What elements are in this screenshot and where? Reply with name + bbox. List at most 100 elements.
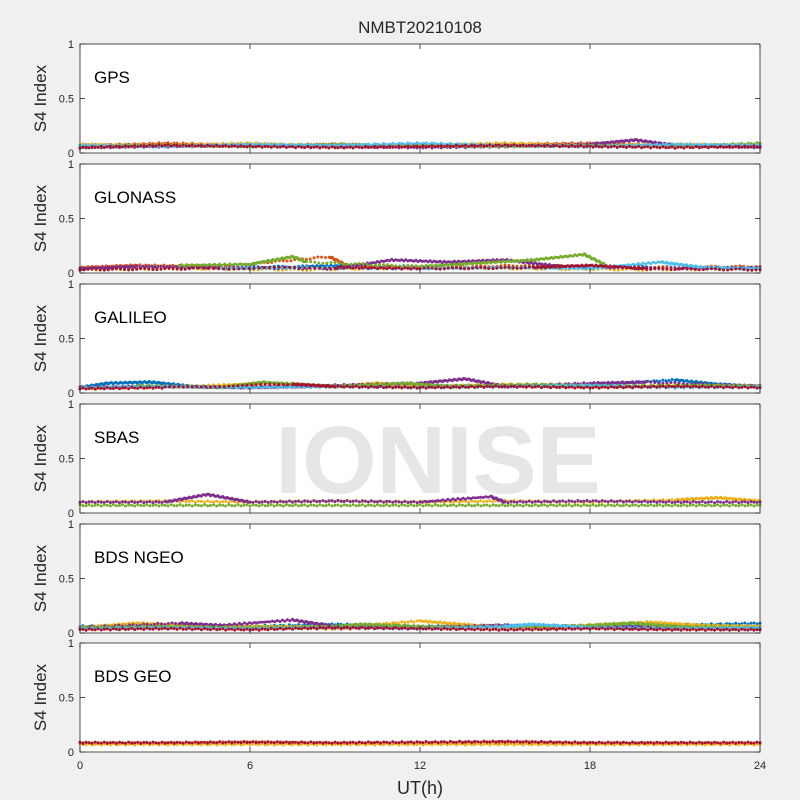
data-point [749,385,753,389]
data-point [471,266,475,270]
data-point [467,385,471,389]
data-point [357,385,361,389]
y-tick-label: 0.5 [59,94,74,106]
data-point [518,141,522,145]
data-point [737,144,741,148]
data-point [713,145,716,149]
data-point [600,385,604,389]
data-point [218,385,222,389]
data-point [403,266,407,270]
data-point [459,266,462,270]
data-point [500,141,504,145]
data-point [409,267,413,271]
data-point [688,385,692,389]
data-point [503,384,507,388]
data-point [209,500,212,504]
data-point [177,385,181,389]
data-point [357,145,361,149]
data-point [626,263,630,267]
data-point [700,384,704,388]
data-point [582,386,586,390]
data-point [333,385,337,389]
data-point [151,386,155,390]
data-point [277,383,281,386]
data-point [552,385,556,388]
data-point [318,266,322,270]
data-point [394,266,398,270]
data-point [427,145,431,148]
data-point [430,146,434,150]
data-point [591,386,595,390]
data-point [527,141,531,145]
data-point [360,146,364,150]
data-point [719,144,722,148]
data-point [536,384,540,388]
data-point [567,385,571,389]
data-point [728,385,732,389]
data-point [379,384,382,388]
data-point [570,385,574,389]
data-point [369,145,373,149]
data-point [543,385,546,389]
data-point [448,144,452,148]
data-point [281,383,285,386]
data-point [111,145,115,149]
data-point [509,141,513,145]
data-point [263,382,267,386]
data-point [500,144,504,148]
data-point [199,144,203,147]
data-point [451,385,455,389]
data-point [409,142,413,146]
data-point [603,385,607,389]
y-axis-label: S4 Index [31,304,50,372]
data-point [755,145,759,149]
data-point [288,145,291,149]
data-point [303,266,307,270]
data-point [99,386,103,390]
data-point [558,145,562,149]
data-point [653,381,657,384]
data-point [272,382,276,386]
data-point [250,383,253,387]
data-point [193,144,197,148]
data-point [106,268,110,272]
data-point [142,386,146,390]
data-point [697,146,701,150]
data-point [722,268,726,272]
data-point [643,145,647,149]
data-point [716,385,719,389]
data-point [628,385,631,389]
data-point [555,144,559,148]
data-point [190,385,194,389]
data-point [191,266,195,270]
data-point [199,499,203,503]
data-point [294,386,297,390]
data-point [470,384,474,388]
data-point [160,144,164,148]
data-point [200,263,204,267]
data-point [640,146,644,150]
data-point [300,145,304,149]
data-point [382,386,386,390]
data-point [363,145,367,148]
data-point [391,141,395,145]
data-point [351,143,355,147]
data-point [93,145,97,149]
data-point [743,385,747,389]
data-point [670,142,674,146]
data-point [260,143,264,147]
data-point [685,266,689,270]
data-point [485,144,489,148]
data-point [549,386,552,390]
data-point [606,145,610,149]
data-point [251,142,255,146]
data-point [351,385,355,389]
data-point [524,385,528,389]
data-point [308,257,312,261]
data-point [649,143,653,147]
data-point [317,261,321,265]
data-point [450,266,454,270]
data-point [713,386,716,389]
data-point [488,385,492,389]
data-point [445,385,449,389]
